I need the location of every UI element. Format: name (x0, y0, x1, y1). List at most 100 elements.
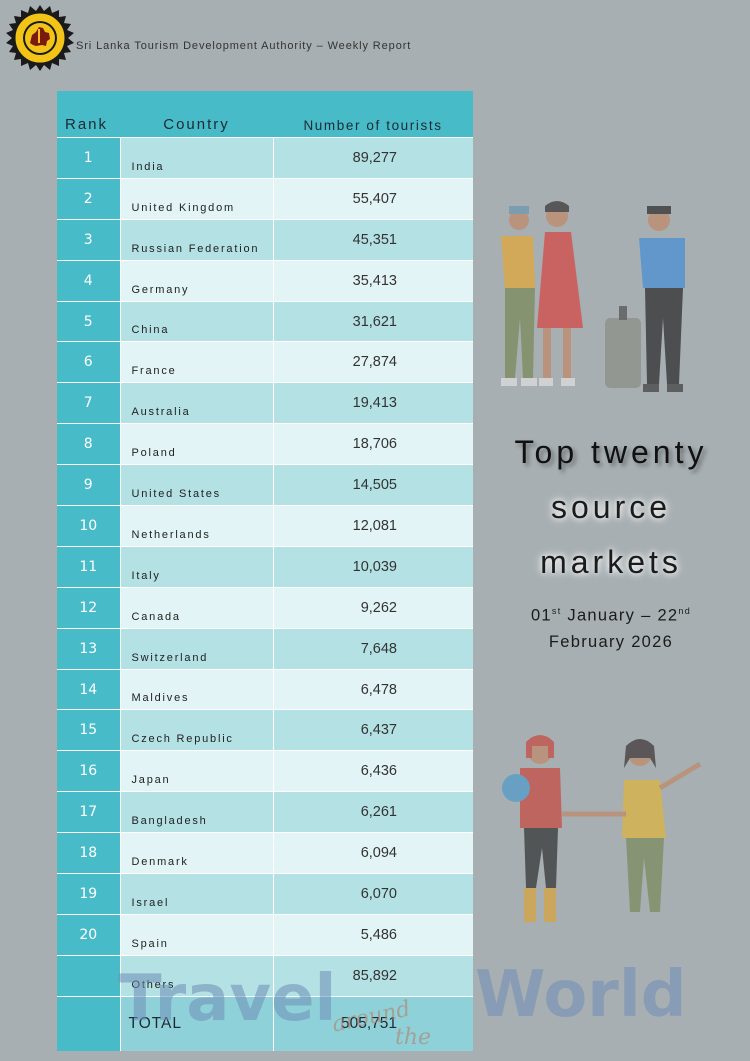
table-row: 8 Poland 18,706 (57, 423, 473, 465)
tourists-cell: 85,892 (273, 954, 473, 997)
country-cell: Netherlands (120, 505, 274, 547)
rank-cell: 2 (57, 177, 121, 220)
tourists-cell: 6,261 (273, 791, 473, 833)
column-header-rank: Rank (57, 91, 120, 138)
tourists-cell: 14,505 (273, 464, 473, 506)
rank-cell: 3 (57, 218, 121, 261)
tourists-cell: 6,437 (273, 709, 473, 751)
table-row: 14 Maldives 6,478 (57, 668, 473, 710)
table-row: 6 France 27,874 (57, 341, 473, 383)
country-cell: Canada (120, 586, 274, 629)
rank-cell: 9 (57, 464, 121, 506)
country-cell: Australia (120, 382, 274, 424)
rank-cell: 7 (57, 382, 121, 424)
art-word-world: World (475, 958, 687, 1032)
tourists-cell: 6,478 (273, 668, 473, 710)
country-cell: Japan (120, 750, 274, 792)
country-cell: Bangladesh (120, 791, 274, 833)
country-cell: France (120, 341, 274, 383)
table-row: 7 Australia 19,413 (57, 382, 473, 424)
rank-cell: 17 (57, 791, 121, 833)
country-cell: Czech Republic (120, 709, 274, 751)
table-row: 12 Canada 9,262 (57, 586, 473, 629)
rank-cell: 20 (57, 913, 121, 956)
table-row: 3 Russian Federation 45,351 (57, 218, 473, 261)
rank-cell: 15 (57, 709, 121, 751)
table-row: 11 Italy 10,039 (57, 545, 473, 588)
date-middle: January – 22 (561, 606, 679, 625)
rank-cell: 10 (57, 505, 121, 547)
art-word-the: the (395, 1025, 431, 1050)
rank-cell: 18 (57, 832, 121, 874)
tourists-cell: 5,486 (273, 913, 473, 956)
report-title: Top twenty source markets (480, 425, 742, 590)
travelers-illustration (501, 201, 685, 392)
tourists-cell: 10,039 (273, 545, 473, 588)
tourists-cell: 12,081 (273, 505, 473, 547)
rank-cell (57, 954, 121, 997)
rank-cell (57, 995, 121, 1051)
table-row-total: TOTAL 505,751 (57, 995, 473, 1051)
table-row: 10 Netherlands 12,081 (57, 505, 473, 547)
rank-cell: 1 (57, 137, 121, 179)
tourists-cell: 7,648 (273, 627, 473, 670)
tourists-cell: 45,351 (273, 218, 473, 261)
tourist-arrivals-table: Rank Country Number of tourists 1 India … (57, 91, 473, 1051)
table-row: 5 China 31,621 (57, 300, 473, 342)
table-row: 18 Denmark 6,094 (57, 832, 473, 874)
table-row: 20 Spain 5,486 (57, 913, 473, 956)
tourists-cell: 9,262 (273, 586, 473, 629)
tourists-cell: 31,621 (273, 300, 473, 342)
country-cell: Switzerland (120, 627, 274, 670)
column-header-country: Country (120, 91, 273, 138)
country-cell: United Kingdom (120, 177, 274, 220)
table-row: 4 Germany 35,413 (57, 259, 473, 302)
tourists-cell: 6,070 (273, 873, 473, 915)
title-line-2: source (550, 489, 672, 525)
date-suffix-nd: nd (678, 606, 692, 616)
country-cell: China (120, 300, 274, 342)
tourists-cell: 6,094 (273, 832, 473, 874)
rank-cell: 5 (57, 300, 121, 342)
table-row: 1 India 89,277 (57, 137, 473, 179)
rank-cell: 16 (57, 750, 121, 792)
tourists-cell: 19,413 (273, 382, 473, 424)
art-word-travel: Travel (118, 962, 336, 1036)
rank-cell: 8 (57, 423, 121, 465)
rank-cell: 13 (57, 627, 121, 670)
tourists-cell: 27,874 (273, 341, 473, 383)
country-cell: Maldives (120, 668, 274, 710)
tourists-cell: 35,413 (273, 259, 473, 302)
country-cell: Israel (120, 873, 274, 915)
rank-cell: 11 (57, 545, 121, 588)
country-cell: Poland (120, 423, 274, 465)
country-cell: United States (120, 464, 274, 506)
table-row: 17 Bangladesh 6,261 (57, 791, 473, 833)
country-cell: Russian Federation (120, 218, 274, 261)
rank-cell: 19 (57, 873, 121, 915)
date-start-day: 01 (530, 606, 552, 625)
date-end-month-year: February 2026 (548, 632, 674, 651)
country-cell: India (120, 137, 274, 179)
column-header-tourists: Number of tourists (273, 91, 473, 138)
country-cell: Spain (120, 913, 274, 956)
date-range: 01st January – 22nd February 2026 (480, 598, 742, 655)
sltda-emblem-icon (6, 5, 74, 71)
table-row: 15 Czech Republic 6,437 (57, 709, 473, 751)
organization-header: Sri Lanka Tourism Development Authority … (76, 40, 412, 52)
country-cell: Germany (120, 259, 274, 302)
table-row-others: Others 85,892 (57, 954, 473, 997)
rank-cell: 12 (57, 586, 121, 629)
table-row: 13 Switzerland 7,648 (57, 627, 473, 670)
table-header-row: Rank Country Number of tourists (57, 91, 473, 138)
title-line-1: Top twenty (514, 434, 708, 470)
title-line-3: markets (540, 544, 682, 580)
table-row: 16 Japan 6,436 (57, 750, 473, 792)
travel-around-the-world-art: Travel around the World (118, 958, 687, 1050)
total-label: TOTAL (120, 995, 274, 1051)
tourists-cell: 18,706 (273, 423, 473, 465)
rank-cell: 14 (57, 668, 121, 710)
table-row: 19 Israel 6,070 (57, 873, 473, 915)
country-cell: Italy (120, 545, 274, 588)
tourists-cell: 89,277 (273, 137, 473, 179)
